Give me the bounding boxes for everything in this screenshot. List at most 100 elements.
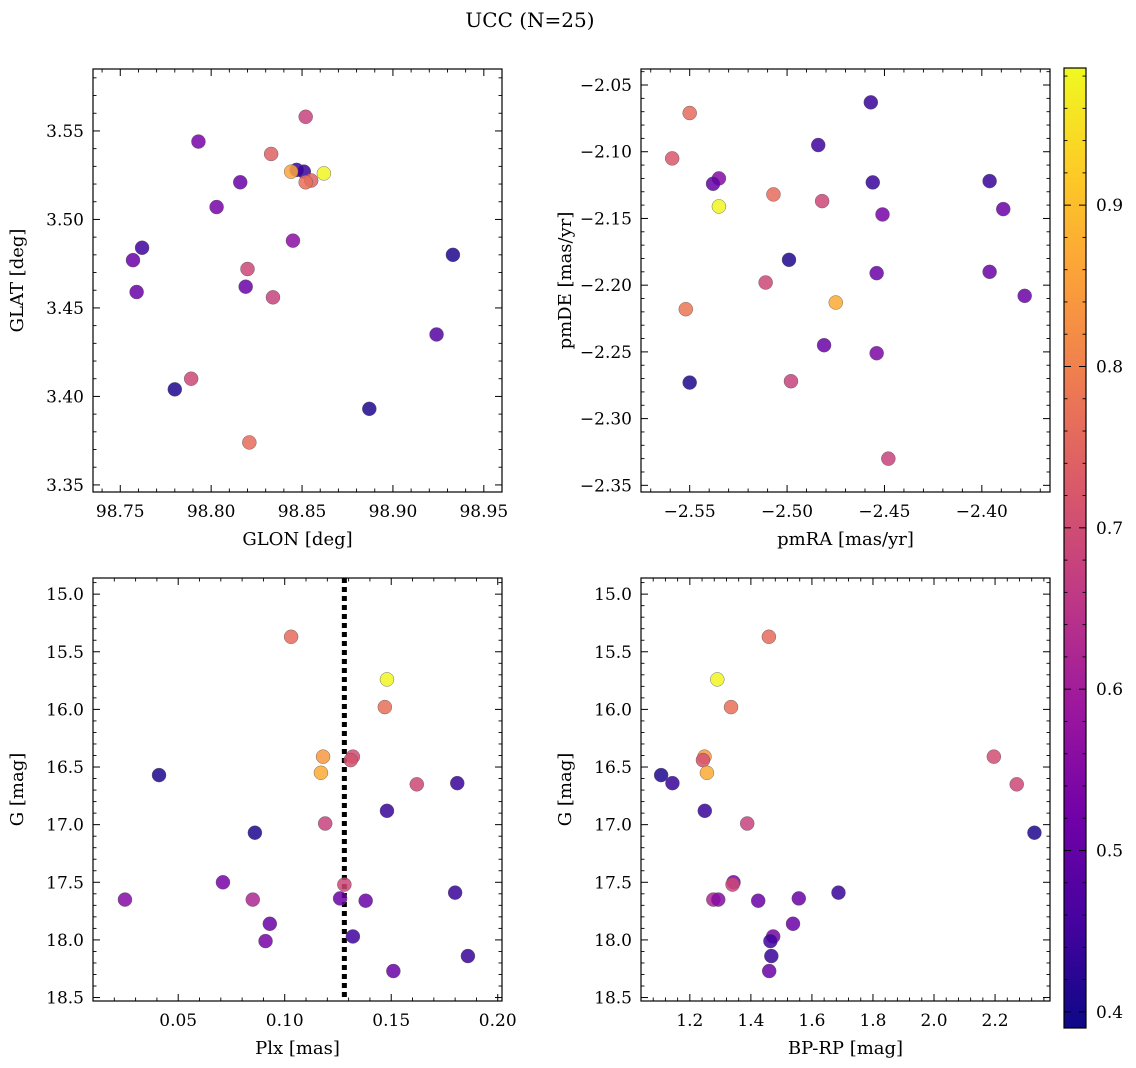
x-tick-label: −2.55 [664,502,716,522]
data-point [242,435,257,450]
data-point [1027,825,1042,840]
x-axis-label: Plx [mas] [255,1038,340,1059]
colorbar-tick-label: 0.5 [1096,842,1123,862]
y-tick-label: 3.55 [46,122,84,142]
y-tick-label: 15.0 [46,585,84,605]
data-point [785,916,801,931]
y-tick-label: 3.45 [46,299,84,319]
data-point [697,803,712,819]
data-point [1017,288,1032,304]
figure-title: UCC (N=25) [465,8,594,32]
y-axis-label: G [mag] [7,753,28,826]
data-point [460,948,476,964]
data-point [298,109,313,124]
x-tick-label: 98.75 [96,502,145,522]
x-tick-label: 98.85 [278,502,327,522]
data-point [783,374,799,389]
data-point [814,193,830,209]
data-point [986,749,1002,764]
y-tick-label: 3.35 [46,476,84,496]
y-tick-label: 3.40 [46,387,84,407]
x-tick-label: 0.05 [159,1011,197,1031]
scatter-panel-4: 1.2 1.4 1.6 1.8 2.0 2.2 15.0 15.5 16.0 16.5 17.0 17… [555,577,1051,1059]
y-tick-label: 18.0 [46,931,84,951]
data-point [298,175,313,190]
data-point [386,963,401,979]
data-point [982,173,997,189]
data-point [337,877,352,892]
y-axis-label: pmDE [mas/yr] [555,212,576,350]
data-point [653,767,669,783]
data-point [982,264,997,280]
data-point [263,146,279,162]
colorbar-tick-label: 0.8 [1096,357,1123,377]
x-axis-label: GLON [deg] [242,529,352,550]
data-point [711,892,726,907]
scatter-panel-2: −2.55 −2.50 −2.45 −2.40 −2.35 −2.30 −2.25 −2.20… [555,68,1051,550]
scatter-panel-1: 98.75 98.80 98.85 98.90 98.95 3.35 3.40 3.45 3.5… [7,68,508,550]
data-point [316,166,332,181]
x-tick-label: 2.0 [920,1011,947,1031]
x-tick-label: 0.15 [372,1011,410,1031]
x-tick-label: −2.40 [956,502,1008,522]
data-point [345,929,361,944]
data-point [699,765,715,780]
data-point [764,948,779,964]
data-point [781,252,797,268]
data-point [283,629,299,644]
data-point [117,892,133,907]
x-tick-label: −2.45 [858,502,910,522]
data-point [816,338,832,353]
y-tick-label: 16.0 [46,700,84,720]
data-point [409,777,424,792]
data-point [362,401,377,417]
scatter-panel-3: 0.05 0.10 0.15 0.20 15.0 15.5 16.0 16.5 17.0 17.5… [7,577,517,1059]
data-point [283,164,299,179]
data-point [711,199,727,214]
y-tick-label: 17.5 [594,873,632,893]
data-point [828,295,843,310]
colorbar-tick-label: 0.9 [1096,196,1123,216]
axes-frame [640,68,1051,493]
data-point [379,803,395,819]
data-point [258,933,273,949]
y-tick-label: 16.0 [594,700,632,720]
data-point [725,877,740,892]
data-point [682,375,697,390]
x-tick-label: 98.95 [459,502,508,522]
data-point [358,893,373,908]
data-point [285,233,301,248]
data-point [723,699,739,715]
axes-frame [640,577,1051,1002]
x-tick-label: −2.50 [761,502,813,522]
data-point [761,629,777,644]
axes-frame [92,68,503,493]
x-tick-label: 2.2 [982,1011,1009,1031]
y-tick-label: −2.10 [580,143,632,163]
y-tick-label: 17.0 [46,816,84,836]
data-point [678,301,693,317]
data-point [710,672,725,687]
data-point [134,240,150,255]
data-point [450,775,465,791]
y-tick-label: 15.5 [46,643,84,663]
x-tick-label: 98.80 [187,502,236,522]
x-tick-label: 1.4 [737,1011,764,1031]
data-point [265,290,281,305]
x-tick-label: 0.10 [266,1011,304,1031]
y-axis-label: G [mag] [555,753,576,826]
data-point [881,451,896,466]
data-point [317,816,333,831]
data-point [763,933,778,949]
y-tick-label: 18.0 [594,931,632,951]
data-point [863,95,879,110]
y-tick-label: −2.15 [580,209,632,229]
data-point [233,175,248,190]
x-axis-label: pmRA [mas/yr] [777,529,914,550]
data-point [315,749,331,764]
data-point [332,891,348,906]
data-point [695,752,711,768]
data-point [664,151,680,166]
data-point [445,247,461,263]
